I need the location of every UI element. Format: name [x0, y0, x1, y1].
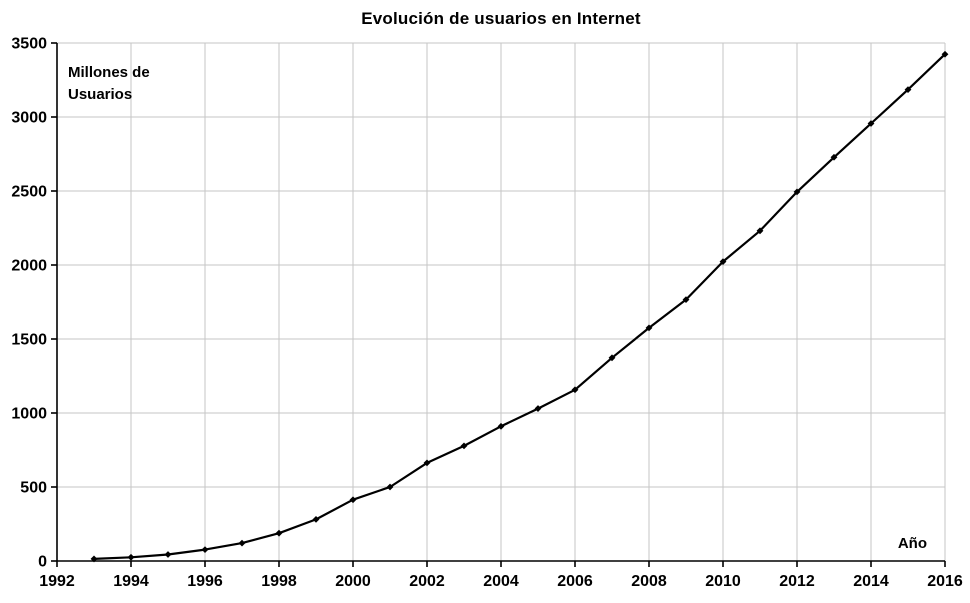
data-point-marker [423, 459, 431, 467]
x-tick-label: 2008 [631, 573, 667, 590]
data-point-marker [201, 546, 209, 554]
data-point-marker [645, 324, 653, 332]
x-tick-label: 2006 [557, 573, 593, 590]
x-tick-label: 2010 [705, 573, 741, 590]
x-tick-label: 2004 [483, 573, 519, 590]
y-tick-label: 2500 [11, 184, 47, 201]
data-point-marker [608, 354, 616, 362]
x-axis-label: Año [897, 535, 927, 552]
data-point-marker [349, 496, 357, 504]
data-point-marker [238, 539, 246, 547]
y-tick-label: 1000 [11, 406, 47, 423]
data-point-marker [164, 551, 172, 558]
y-tick-label: 1500 [11, 332, 47, 349]
data-series-line [92, 53, 947, 561]
y-tick-label: 2000 [11, 258, 47, 275]
data-point-marker [90, 555, 98, 563]
data-point-marker [460, 442, 468, 450]
data-point-marker [756, 227, 764, 235]
data-point-marker [127, 553, 135, 561]
data-point-marker [719, 258, 727, 265]
x-tick-label: 2016 [927, 573, 963, 590]
x-tick-label: 2012 [779, 573, 815, 590]
data-point-marker [941, 50, 949, 58]
data-point-marker [312, 516, 320, 523]
data-point-marker [867, 120, 875, 127]
data-point-marker [830, 153, 838, 161]
data-point-marker [682, 296, 690, 304]
x-tick-label: 2014 [853, 573, 889, 590]
x-tick-label: 1998 [261, 573, 297, 590]
data-point-marker [534, 405, 542, 412]
x-tick-label: 1994 [113, 573, 149, 590]
data-point-marker [793, 188, 801, 196]
x-tick-label: 1996 [187, 573, 223, 590]
data-point-marker [386, 483, 394, 491]
chart-title: Evolución de usuarios en Internet [361, 9, 641, 28]
y-tick-label: 3500 [11, 36, 47, 53]
data-point-marker [904, 86, 912, 94]
data-point-marker [571, 386, 579, 394]
data-point-marker [497, 422, 505, 430]
x-tick-label: 1992 [39, 573, 75, 590]
data-point-marker [275, 529, 283, 537]
y-tick-label: 500 [20, 480, 47, 497]
x-tick-label: 2002 [409, 573, 445, 590]
y-tick-label: 0 [38, 554, 47, 571]
x-tick-label: 2000 [335, 573, 371, 590]
y-axis-label-line1: Millones de [68, 64, 150, 81]
y-axis-label-line2: Usuarios [68, 86, 133, 103]
y-axis-label: Millones de Usuarios [68, 62, 150, 106]
y-tick-label: 3000 [11, 110, 47, 127]
